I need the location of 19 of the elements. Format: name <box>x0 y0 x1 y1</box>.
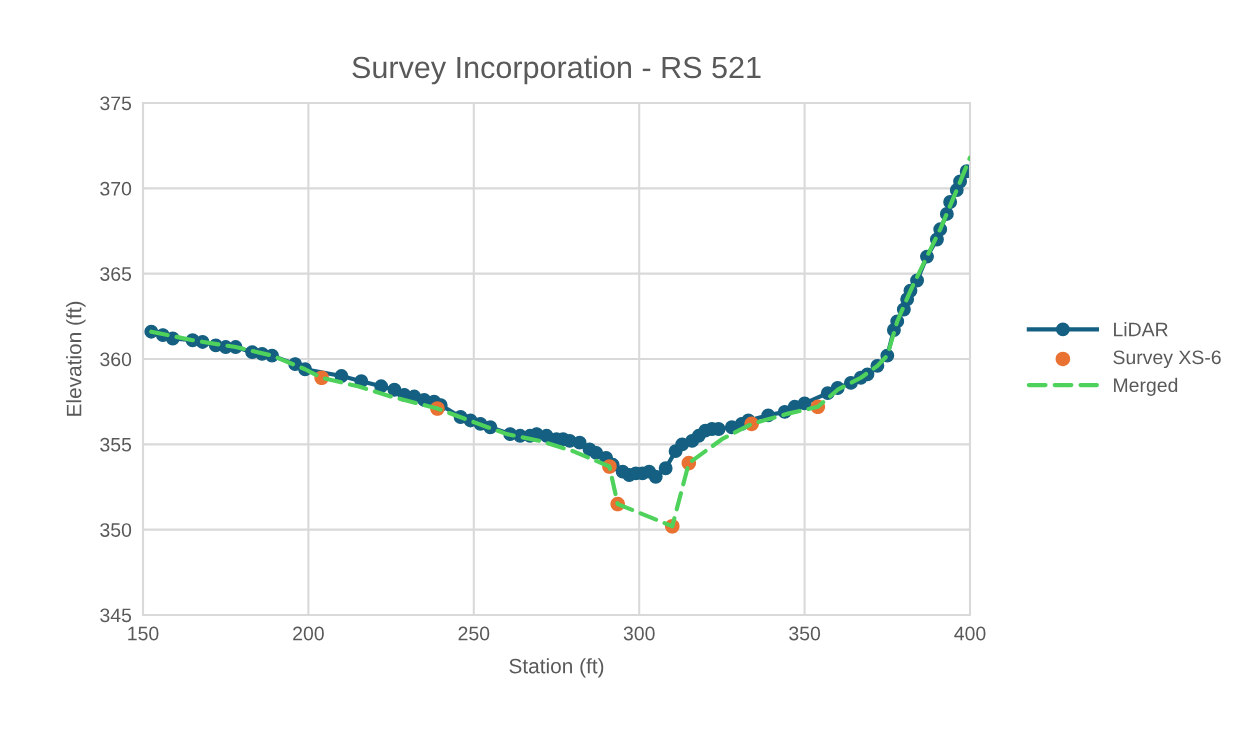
chart-title: Survey Incorporation - RS 521 <box>352 55 761 85</box>
x-tick-label: 200 <box>293 626 324 641</box>
y-axis-title: Elevation (ft) <box>66 301 86 416</box>
y-tick-label: 350 <box>100 523 132 537</box>
legend-label: Merged <box>1114 377 1178 396</box>
y-tick-label: 345 <box>100 608 132 623</box>
y-tick-label: 360 <box>100 352 132 367</box>
y-tick-label: 365 <box>100 267 132 281</box>
y-tick-label: 355 <box>100 437 132 452</box>
legend-label: LiDAR <box>1114 322 1168 337</box>
x-tick-label: 150 <box>128 626 159 641</box>
x-tick-label: 250 <box>458 626 490 641</box>
x-tick-label: 400 <box>954 626 986 641</box>
x-axis-title: Station (ft) <box>509 658 604 678</box>
x-tick-label: 300 <box>623 626 655 641</box>
y-tick-label: 370 <box>100 181 132 196</box>
y-tick-label: 375 <box>100 96 132 111</box>
legend-label: Survey XS-6 <box>1113 350 1221 369</box>
x-tick-label: 350 <box>789 626 821 641</box>
